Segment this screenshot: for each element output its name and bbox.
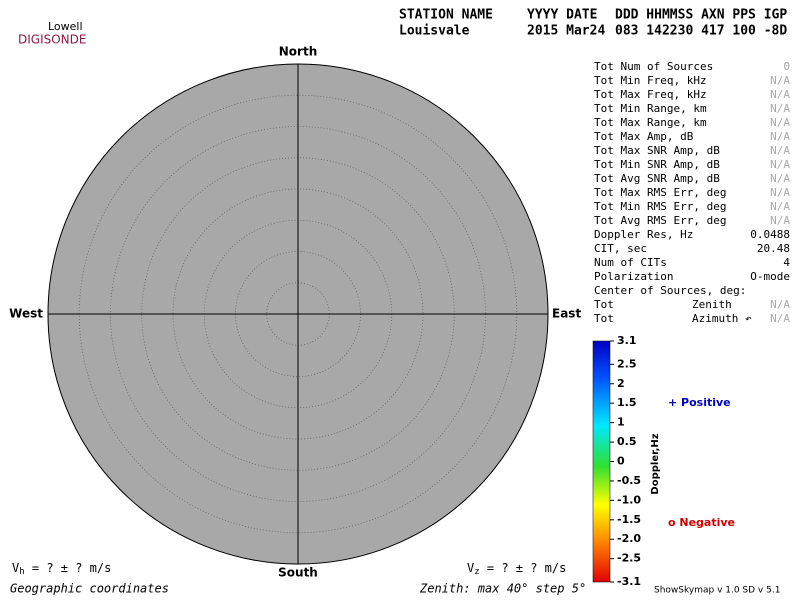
colorbar-tick-label: 2	[617, 377, 625, 390]
colorbar-tick-label: -2.0	[617, 532, 641, 545]
stat-value: N/A	[770, 144, 790, 157]
stat-label: Tot Max Amp, dB	[594, 130, 694, 143]
header-cell: Louisvale	[399, 24, 470, 39]
stat-value: N/A	[770, 88, 790, 101]
north-label: North	[279, 45, 317, 59]
stat-value: N/A	[770, 312, 790, 325]
colorbar-tick-label: -1.5	[617, 513, 641, 526]
stat-label: Tot Avg SNR Amp, dB	[594, 172, 720, 185]
colorbar-tick-label: -0.5	[617, 474, 641, 487]
stat-label: Tot Num of Sources	[594, 60, 713, 73]
stat-value: N/A	[770, 298, 790, 311]
stat-label: Tot Max Range, km	[594, 116, 707, 129]
stat-value: N/A	[770, 186, 790, 199]
header-cell: 2015 Mar24	[527, 24, 605, 39]
stat-value: 4	[783, 256, 790, 269]
vh-text: Vh = ? ± ? m/s	[12, 561, 111, 577]
stat-value: N/A	[770, 102, 790, 115]
colorbar-tick-label: 0	[617, 455, 625, 468]
stat-label: Tot Min Range, km	[594, 102, 707, 115]
colorbar-tick-label: 1	[617, 416, 625, 429]
colorbar-tick-label: -1.0	[617, 493, 641, 506]
logo-top: Lowell	[48, 20, 83, 33]
legend-negative: o Negative	[668, 516, 735, 529]
stat-label: Doppler Res, Hz	[594, 228, 693, 241]
south-label: South	[278, 566, 318, 580]
header-cell: DDD HHMMSS AXN PPS IGP	[615, 8, 787, 23]
coords-text: Geographic coordinates	[10, 582, 169, 596]
colorbar-tick-label: -3.1	[617, 575, 641, 588]
stat-label: Center of Sources, deg:	[594, 284, 746, 297]
legend-positive: + Positive	[668, 396, 731, 409]
stat-label: Tot Avg RMS Err, deg	[594, 214, 726, 227]
header-cell: 083 142230 417 100 -8D	[615, 24, 787, 39]
stat-label: Tot Max Freq, kHz	[594, 88, 707, 101]
stat-value: N/A	[770, 116, 790, 129]
logo-bottom: DIGISONDE	[18, 33, 86, 47]
stat-sub: Azimuth ↶	[692, 312, 752, 325]
stat-sub: Zenith	[692, 298, 732, 311]
colorbar-tick-label: 1.5	[617, 396, 637, 409]
colorbar-label: Doppler,Hz	[650, 433, 661, 494]
stat-value: N/A	[770, 158, 790, 171]
stat-value: N/A	[770, 214, 790, 227]
colorbar-tick-label: 3.1	[617, 334, 637, 347]
stat-value: N/A	[770, 172, 790, 185]
version-text: ShowSkymap v 1.0 SD v 5.1	[654, 586, 780, 596]
stat-value: O-mode	[750, 270, 790, 283]
stat-value: N/A	[770, 74, 790, 87]
west-label: West	[9, 307, 43, 321]
colorbar	[592, 340, 611, 583]
stat-label: Tot Min Freq, kHz	[594, 74, 707, 87]
stat-label: Polarization	[594, 270, 673, 283]
colorbar-tick-label: 0.5	[617, 435, 637, 448]
stat-label: Tot Max SNR Amp, dB	[594, 144, 720, 157]
stat-label: Tot	[594, 312, 614, 325]
header-cell: STATION NAME	[399, 8, 493, 23]
stat-label: CIT, sec	[594, 242, 647, 255]
stat-label: Num of CITs	[594, 256, 667, 269]
vz-text: Vz = ? ± ? m/s	[467, 561, 566, 577]
colorbar-tick-label: -2.5	[617, 552, 641, 565]
header-cell: YYYY DATE	[527, 8, 597, 23]
stat-value: N/A	[770, 200, 790, 213]
stat-value: 0.0488	[750, 228, 790, 241]
stat-label: Tot Min RMS Err, deg	[594, 200, 726, 213]
stat-label: Tot Min SNR Amp, dB	[594, 158, 720, 171]
stat-value: 0	[783, 60, 790, 73]
stat-value: 20.48	[757, 242, 790, 255]
east-label: East	[552, 307, 581, 321]
stat-value: N/A	[770, 130, 790, 143]
colorbar-tick-label: 2.5	[617, 357, 637, 370]
zenith-text: Zenith: max 40° step 5°	[419, 582, 586, 596]
stat-label: Tot	[594, 298, 614, 311]
stat-label: Tot Max RMS Err, deg	[594, 186, 726, 199]
